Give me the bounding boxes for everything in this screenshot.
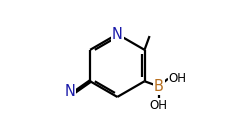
Text: N: N xyxy=(112,27,123,42)
Text: N: N xyxy=(64,84,75,99)
Text: OH: OH xyxy=(150,99,168,112)
Text: B: B xyxy=(154,79,164,94)
Text: OH: OH xyxy=(168,72,187,85)
